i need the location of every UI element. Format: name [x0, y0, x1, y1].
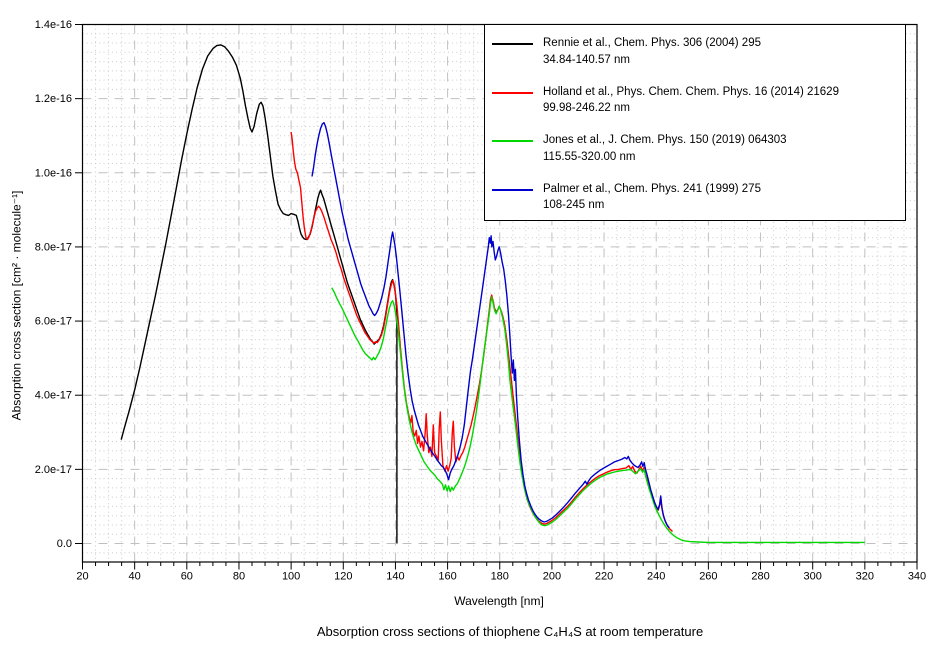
x-tick-label: 220 — [595, 571, 613, 583]
x-tick-label: 320 — [856, 571, 874, 583]
legend-entry-label: Palmer et al., Chem. Phys. 241 (1999) 27… — [543, 182, 761, 195]
y-tick-label: 2.0e-17 — [35, 464, 72, 476]
y-tick-label: 1.0e-16 — [35, 167, 72, 179]
legend-entry-holland: Holland et al., Phys. Chem. Chem. Phys. … — [492, 84, 905, 117]
x-tick-label: 60 — [181, 571, 193, 583]
legend-line-sample-red — [492, 91, 533, 94]
x-tick-label: 20 — [76, 571, 88, 583]
legend-entry-label: Rennie et al., Chem. Phys. 306 (2004) 29… — [543, 37, 761, 49]
x-tick-label: 300 — [804, 571, 822, 583]
legend-entry-palmer: Palmer et al., Chem. Phys. 241 (1999) 27… — [492, 181, 905, 214]
x-tick-label: 260 — [699, 571, 717, 583]
series-palmer — [311, 122, 670, 529]
y-tick-label: 4.0e-17 — [35, 390, 72, 402]
legend-line-sample-blue — [492, 188, 533, 191]
x-tick-label: 180 — [491, 571, 509, 583]
x-tick-label: 140 — [386, 571, 404, 583]
legend-entry-range: 115.55-320.00 nm — [543, 150, 636, 163]
x-tick-label: 200 — [543, 571, 561, 583]
y-tick-label: 6.0e-17 — [35, 316, 72, 328]
x-tick-label: 100 — [282, 571, 300, 583]
legend-entry-range: 99.98-246.22 nm — [543, 102, 630, 114]
legend: Rennie et al., Chem. Phys. 306 (2004) 29… — [484, 24, 906, 221]
x-tick-label: 160 — [438, 571, 456, 583]
y-tick-label: 8.0e-17 — [35, 241, 72, 253]
y-tick-label: 0.0 — [57, 538, 72, 550]
legend-entry-rennie: Rennie et al., Chem. Phys. 306 (2004) 29… — [492, 35, 905, 68]
x-tick-label: 120 — [334, 571, 352, 583]
x-tick-label: 40 — [129, 571, 141, 583]
legend-entry-range: 108-245 nm — [543, 199, 605, 211]
x-tick-label: 80 — [233, 571, 245, 583]
y-axis-label: Absorption cross section [cm² · molecule… — [9, 190, 24, 421]
x-tick-label: 240 — [647, 571, 665, 583]
y-tick-label: 1.2e-16 — [35, 93, 72, 105]
series-rennie — [120, 44, 398, 544]
chart-caption: Absorption cross sections of thiophene C… — [316, 624, 704, 639]
legend-entry-label: Jones et al., J. Chem. Phys. 150 (2019) … — [543, 134, 787, 146]
legend-entry-range: 34.84-140.57 nm — [543, 53, 630, 66]
legend-line-sample-green — [492, 140, 533, 142]
x-tick-label: 280 — [751, 571, 769, 583]
legend-entry-label: Holland et al., Phys. Chem. Chem. Phys. … — [543, 85, 839, 98]
legend-entry-jones: Jones et al., J. Chem. Phys. 150 (2019) … — [492, 132, 905, 165]
x-tick-label: 340 — [908, 571, 926, 583]
legend-line-sample-black — [492, 43, 533, 45]
y-tick-label: 1.4e-16 — [35, 19, 72, 31]
x-axis-label: Wavelength [nm] — [454, 594, 544, 608]
series-jones — [331, 287, 865, 544]
